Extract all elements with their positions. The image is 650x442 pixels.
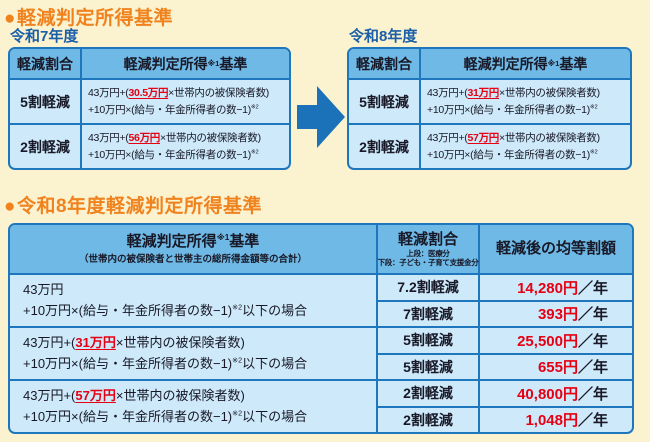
criteria-cell: 43万円+(56万円×世帯内の被保険者数) +10万円×(給与・年金所得者の数−… [82,125,289,168]
rate-cell: 7.2割軽減 [378,275,480,300]
table-reiwa8-detail: 軽減判定所得※1基準 （世帯内の被保険者と世帯主の総所得金額等の合計） 軽減割合… [8,223,634,434]
rate-cell: 2割軽減 [378,407,480,432]
criteria-line1: 43万円+(30.5万円×世帯内の被保険者数) [88,87,269,100]
header-rate-sub1: 上段：医療分 [406,248,450,258]
header-criteria: 軽減判定所得 ※1 基準 [123,55,248,72]
rate-cell: 5割軽減 [349,80,421,123]
header-rate-title: 軽減割合 [397,230,458,248]
table-subrow: 2割軽減 40,800円 ／年 [378,381,632,406]
section2-heading-text: 令和8年度軽減判定所得基準 [16,196,263,217]
criteria-cell: 43万円+(31万円×世帯内の被保険者数) +10万円×(給与・年金所得者の数−… [10,328,378,379]
criteria-line2: +10万円×(給与・年金所得者の数−1)※2 [427,148,598,161]
rate-amount-cells: 2割軽減 40,800円 ／年 2割軽減 1,048円 ／年 [378,381,632,432]
rate-cell: 5割軽減 [378,328,480,353]
criteria-line2: +10万円×(給与・年金所得者の数−1)※2 [88,103,259,116]
table-reiwa8: 軽減割合 軽減判定所得 ※1 基準 5割軽減 43万円+(31万円×世帯内の被保険者… [347,47,632,170]
header-criteria: 軽減判定所得※1基準 （世帯内の被保険者と世帯主の総所得金額等の合計） [10,225,378,273]
section1-heading-text: 軽減判定所得基準 [16,8,173,29]
header-amount-title: 軽減後の均等割額 [495,240,616,257]
header-criteria: 軽減判定所得 ※1 基準 [463,55,588,72]
amount-cell: 40,800円 ／年 [517,385,608,403]
table-subrow: 5割軽減 655円 ／年 [378,352,632,379]
table-subrow: 2割軽減 1,048円 ／年 [378,405,632,432]
year-label-reiwa7: 令和7年度 [10,28,79,45]
table-header-row: 軽減割合 軽減判定所得 ※1 基準 [10,49,289,78]
table-row: 5割軽減 43万円+(30.5万円×世帯内の被保険者数) +10万円×(給与・年… [10,78,289,123]
header-rate-sub2: 下段：子ども・子育て支援金分 [377,258,479,267]
criteria-line2: +10万円×(給与・年金所得者の数−1)※2 [88,148,259,161]
criteria-cell: 43万円+(30.5万円×世帯内の被保険者数) +10万円×(給与・年金所得者の… [82,80,289,123]
amount-cell: 393円 ／年 [537,306,608,324]
rate-cell: 7割軽減 [378,301,480,326]
header-rate: 軽減割合 [349,49,421,78]
rate-cell: 2割軽減 [10,125,82,168]
table-subrow: 7割軽減 393円 ／年 [378,299,632,326]
rate-cell: 5割軽減 [378,354,480,379]
table-header-row: 軽減割合 軽減判定所得 ※1 基準 [349,49,630,78]
table-row-group: 43万円+(31万円×世帯内の被保険者数) +10万円×(給与・年金所得者の数−… [10,326,632,379]
table-reiwa7: 軽減割合 軽減判定所得 ※1 基準 5割軽減 43万円+(30.5万円×世帯内の被保… [8,47,291,170]
criteria-line2: +10万円×(給与・年金所得者の数−1)※2以下の場合 [23,302,308,318]
criteria-cell: 43万円+(57万円×世帯内の被保険者数) +10万円×(給与・年金所得者の数−… [10,381,378,432]
criteria-line2: +10万円×(給与・年金所得者の数−1)※2以下の場合 [23,408,308,424]
rate-amount-cells: 7.2割軽減 14,280円 ／年 7割軽減 393円 ／年 [378,275,632,326]
criteria-line1: 43万円+(57万円×世帯内の被保険者数) [23,388,245,404]
section2-heading: ●令和8年度軽減判定所得基準 [4,191,262,218]
amount-cell: 25,500円 ／年 [517,332,608,350]
year-label-reiwa8: 令和8年度 [349,28,418,45]
criteria-cell: 43万円+(31万円×世帯内の被保険者数) +10万円×(給与・年金所得者の数−… [421,80,630,123]
header-criteria-title: 軽減判定所得※1基準 [126,233,260,250]
rate-cell: 2割軽減 [349,125,421,168]
table-subrow: 7.2割軽減 14,280円 ／年 [378,275,632,300]
criteria-line1: 43万円 [23,282,64,298]
criteria-line1: 43万円+(31万円×世帯内の被保険者数) [23,335,245,351]
criteria-line2: +10万円×(給与・年金所得者の数−1)※2以下の場合 [23,355,308,371]
orange-bullet-icon: ● [4,196,16,217]
table-subrow: 5割軽減 25,500円 ／年 [378,328,632,353]
section1-heading: ●軽減判定所得基準 [4,3,173,30]
header-criteria-subtitle: （世帯内の被保険者と世帯主の総所得金額等の合計） [78,254,307,265]
orange-bullet-icon: ● [4,8,16,29]
header-amount: 軽減後の均等割額 [480,225,632,273]
header-rate: 軽減割合 上段：医療分 下段：子ども・子育て支援金分 [378,225,480,273]
table-row: 2割軽減 43万円+(57万円×世帯内の被保険者数) +10万円×(給与・年金所… [349,123,630,168]
criteria-cell: 43万円 +10万円×(給与・年金所得者の数−1)※2以下の場合 [10,275,378,326]
header-rate: 軽減割合 [10,49,82,78]
rate-amount-cells: 5割軽減 25,500円 ／年 5割軽減 655円 ／年 [378,328,632,379]
rate-cell: 5割軽減 [10,80,82,123]
criteria-line1: 43万円+(56万円×世帯内の被保険者数) [88,132,261,145]
table-row-group: 43万円+(57万円×世帯内の被保険者数) +10万円×(給与・年金所得者の数−… [10,379,632,432]
table-row: 2割軽減 43万円+(56万円×世帯内の被保険者数) +10万円×(給与・年金所… [10,123,289,168]
detail-header-row: 軽減判定所得※1基準 （世帯内の被保険者と世帯主の総所得金額等の合計） 軽減割合… [10,225,632,273]
amount-cell: 655円 ／年 [537,359,608,377]
table-row-group: 43万円 +10万円×(給与・年金所得者の数−1)※2以下の場合 7.2割軽減 … [10,273,632,326]
arrow-right-icon [297,86,345,153]
criteria-line2: +10万円×(給与・年金所得者の数−1)※2 [427,103,598,116]
amount-cell: 1,048円 ／年 [525,412,608,430]
criteria-line1: 43万円+(31万円×世帯内の被保険者数) [427,87,600,100]
table-row: 5割軽減 43万円+(31万円×世帯内の被保険者数) +10万円×(給与・年金所… [349,78,630,123]
rate-cell: 2割軽減 [378,381,480,406]
criteria-line1: 43万円+(57万円×世帯内の被保険者数) [427,132,600,145]
criteria-cell: 43万円+(57万円×世帯内の被保険者数) +10万円×(給与・年金所得者の数−… [421,125,630,168]
amount-cell: 14,280円 ／年 [517,279,608,297]
